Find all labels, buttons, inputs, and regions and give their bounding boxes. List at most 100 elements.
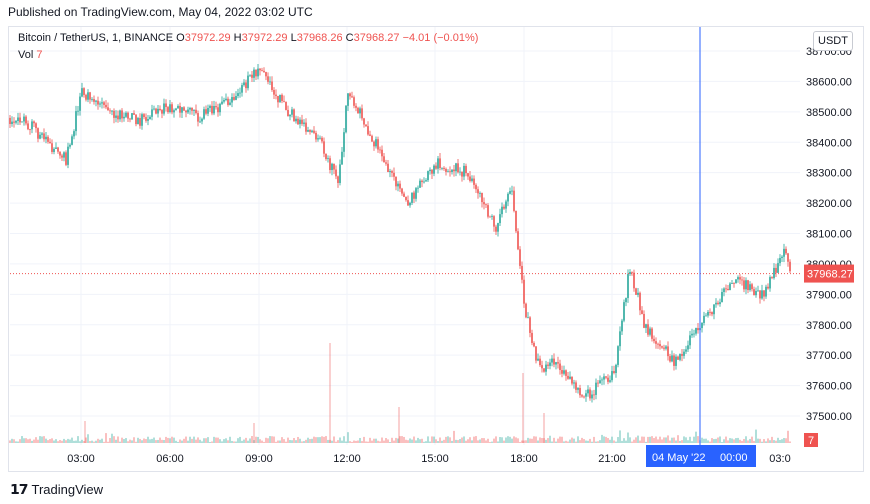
volume-bar (111, 433, 113, 443)
volume-spike (84, 421, 86, 443)
candle-body (167, 107, 169, 113)
candle-body (451, 169, 453, 173)
candle-body (483, 202, 485, 205)
volume-bar (153, 437, 155, 443)
volume-bar (391, 437, 393, 443)
candle-body (575, 382, 577, 390)
volume-bar (407, 440, 409, 443)
candle-body (291, 109, 293, 115)
candle-body (557, 362, 559, 364)
candle-body (745, 280, 747, 290)
candle-body (579, 387, 581, 396)
candle-body (359, 108, 361, 114)
candle-body (715, 302, 717, 305)
volume-bar (501, 437, 503, 443)
volume-bar (163, 440, 165, 443)
volume-bar (635, 437, 637, 443)
volume-bar (435, 439, 437, 443)
volume-bar (173, 437, 175, 443)
volume-legend: Vol 7 (18, 49, 42, 61)
close-label: C (345, 32, 354, 44)
candle-body (499, 214, 501, 224)
volume-bar (615, 441, 617, 443)
volume-label: Vol (18, 49, 34, 61)
volume-bar (711, 438, 713, 443)
candle-body (503, 206, 505, 209)
volume-bar (285, 441, 287, 443)
volume-bar (445, 436, 447, 443)
candle-body (583, 396, 585, 398)
candle-body (369, 134, 371, 136)
candle-body (543, 368, 545, 372)
candle-body (459, 171, 461, 173)
candle-body (195, 109, 197, 114)
candle-body (553, 358, 555, 365)
volume-bar (293, 438, 295, 443)
candle-body (327, 158, 329, 160)
candle-body (179, 105, 181, 113)
candle-body (49, 141, 51, 144)
volume-bar (327, 439, 329, 443)
candle-body (147, 118, 149, 121)
candle-body (565, 370, 567, 376)
candle-body (309, 130, 311, 132)
candle-body (59, 151, 61, 156)
volume-bar (591, 441, 593, 443)
candle-body (317, 138, 319, 140)
candle-body (129, 118, 131, 120)
candle-body (541, 365, 543, 369)
volume-bar (347, 432, 349, 443)
volume-bar (727, 440, 729, 443)
volume-bar (117, 436, 119, 443)
candle-body (229, 102, 231, 105)
volume-bar (103, 441, 105, 443)
volume-bar (633, 439, 635, 443)
tradingview-logo[interactable]: 𝟭𝟳 TradingView (10, 481, 103, 498)
candle-body (213, 106, 215, 114)
candle-body (27, 123, 29, 130)
volume-bar (251, 436, 253, 443)
candle-body (681, 354, 683, 356)
volume-bar (713, 439, 715, 443)
chart-frame[interactable] (8, 26, 864, 472)
volume-bar (297, 436, 299, 443)
symbol-name[interactable]: Bitcoin / TetherUS, 1, BINANCE (18, 32, 174, 44)
volume-bar (25, 438, 27, 443)
candle-body (251, 74, 253, 78)
candle-body (83, 88, 85, 95)
candle-body (625, 298, 627, 303)
candle-body (645, 324, 647, 328)
volume-bar (757, 438, 759, 443)
volume-spike (522, 373, 524, 443)
candle-body (227, 98, 229, 105)
currency-button[interactable]: USDT (813, 31, 853, 51)
volume-bar (213, 436, 215, 443)
volume-bar (321, 436, 323, 443)
candle-body (721, 292, 723, 303)
candle-body (519, 249, 521, 266)
volume-bar (237, 438, 239, 443)
candle-body (709, 311, 711, 313)
candle-body (209, 105, 211, 108)
volume-bar (595, 441, 597, 443)
candle-body (655, 341, 657, 344)
candle-body (723, 288, 725, 293)
volume-bar (155, 440, 157, 443)
candle-body (787, 253, 789, 262)
candle-body (517, 231, 519, 250)
candle-body (733, 283, 735, 284)
volume-bar (777, 437, 779, 443)
candle-body (439, 158, 441, 169)
volume-bar (673, 437, 675, 443)
candle-body (507, 193, 509, 202)
volume-bar (309, 438, 311, 443)
candle-body (627, 274, 629, 299)
volume-bar (459, 439, 461, 443)
volume-bar (783, 438, 785, 443)
volume-bar (399, 436, 401, 443)
volume-bar (667, 435, 669, 443)
candle-body (363, 118, 365, 125)
candle-body (537, 358, 539, 361)
candle-body (275, 94, 277, 96)
